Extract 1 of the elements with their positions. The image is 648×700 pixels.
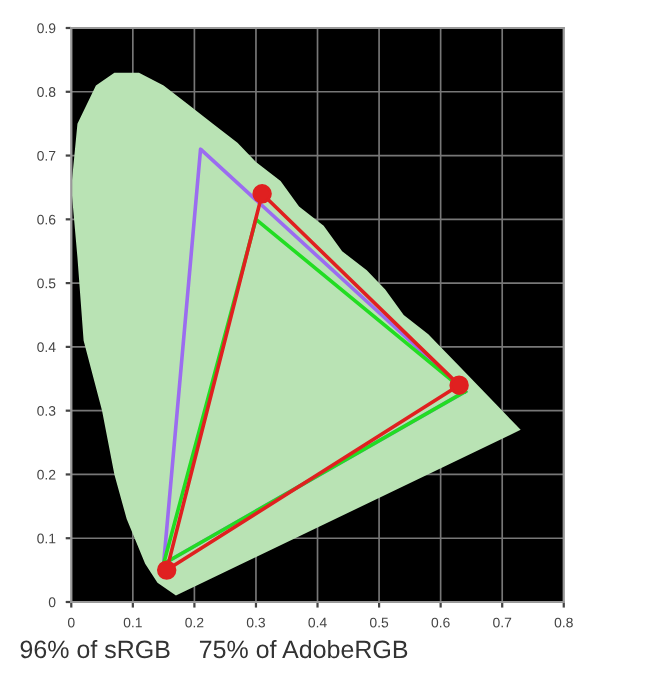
text: 96% of sRGB 75% of AdobeRGB	[20, 639, 408, 659]
